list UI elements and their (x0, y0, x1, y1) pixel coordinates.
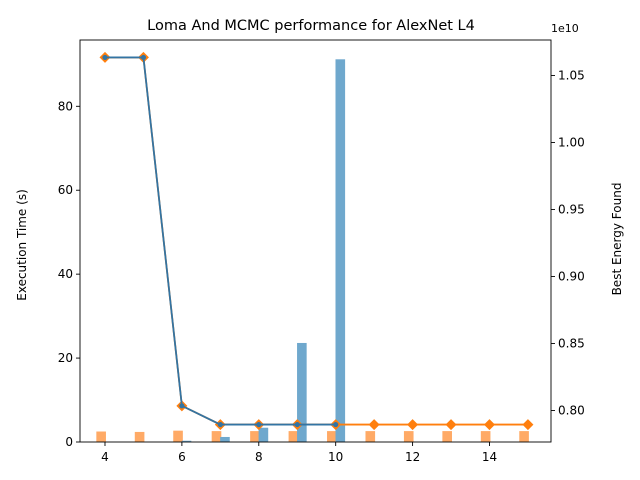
left-y-tick-label: 80 (58, 99, 73, 113)
right-y-tick-label: 1.05 (558, 69, 585, 83)
bar-s1-x4 (96, 431, 106, 442)
bar-s1-x6 (173, 430, 183, 442)
marker-s2-x4 (102, 54, 108, 61)
marker-s1-x13 (445, 419, 457, 431)
x-tick-label: 10 (328, 450, 343, 464)
plot-frame (79, 39, 552, 443)
lines-group (99, 51, 534, 431)
marker-s1-x12 (407, 419, 419, 431)
right-y-tick-label: 0.95 (558, 203, 585, 217)
marker-s1-x15 (522, 419, 534, 431)
bar-s2-x8 (258, 427, 269, 442)
left-y-tick-label: 0 (65, 435, 73, 449)
right-y-tick-label: 0.90 (558, 270, 585, 284)
x-tick-label: 4 (101, 450, 109, 464)
left-axis-label: Execution Time (s) (15, 189, 29, 301)
bar-s2-x7 (220, 436, 230, 442)
bar-s1-x11 (365, 431, 376, 442)
marker-s2-x9 (294, 421, 300, 428)
axes-group: 4 6 8 10 12 14 0 20 40 60 80 0.80 0.85 0.90 0.95 1.00 1.… (58, 39, 585, 464)
x-tick-label: 12 (405, 450, 420, 464)
bar-s1-x13 (442, 431, 452, 442)
bar-s2-x9 (297, 342, 307, 442)
left-y-tick-label: 40 (58, 267, 73, 281)
right-y-tick-label: 0.80 (558, 404, 585, 418)
chart-title: Loma And MCMC performance for AlexNet L4 (147, 18, 475, 34)
bar-s1-x15 (519, 431, 529, 442)
bar-s1-x12 (403, 431, 414, 442)
marker-s2-x5 (140, 54, 147, 61)
right-axis-multiplier: 1e10 (551, 22, 579, 35)
left-y-tick-label: 20 (58, 351, 73, 365)
marker-s1-x11 (368, 419, 380, 431)
right-axis-label: Best Energy Found (610, 183, 624, 296)
bar-s2-x10 (335, 59, 346, 443)
x-tick-label: 14 (482, 450, 497, 464)
bar-s1-x9 (288, 431, 299, 442)
bars-group (96, 59, 529, 443)
right-y-tick-label: 1.00 (558, 136, 585, 150)
bar-s1-x7 (211, 431, 222, 442)
marker-s1-x14 (483, 419, 495, 431)
marker-s2-x10 (333, 421, 339, 428)
right-y-tick-label: 0.85 (558, 337, 585, 351)
bar-s2-x6 (181, 440, 192, 442)
marker-s2-x8 (256, 421, 262, 428)
x-tick-label: 8 (255, 450, 263, 464)
x-tick-label: 6 (178, 450, 186, 464)
bar-s1-x14 (480, 431, 491, 442)
bar-s1-x8 (250, 431, 260, 442)
marker-s2-x7 (217, 421, 223, 428)
left-y-tick-label: 60 (58, 183, 73, 197)
bar-s1-x5 (134, 431, 145, 442)
line-series-1 (104, 56, 528, 426)
marker-s2-x6 (179, 403, 185, 409)
bar-s1-x10 (327, 431, 337, 442)
